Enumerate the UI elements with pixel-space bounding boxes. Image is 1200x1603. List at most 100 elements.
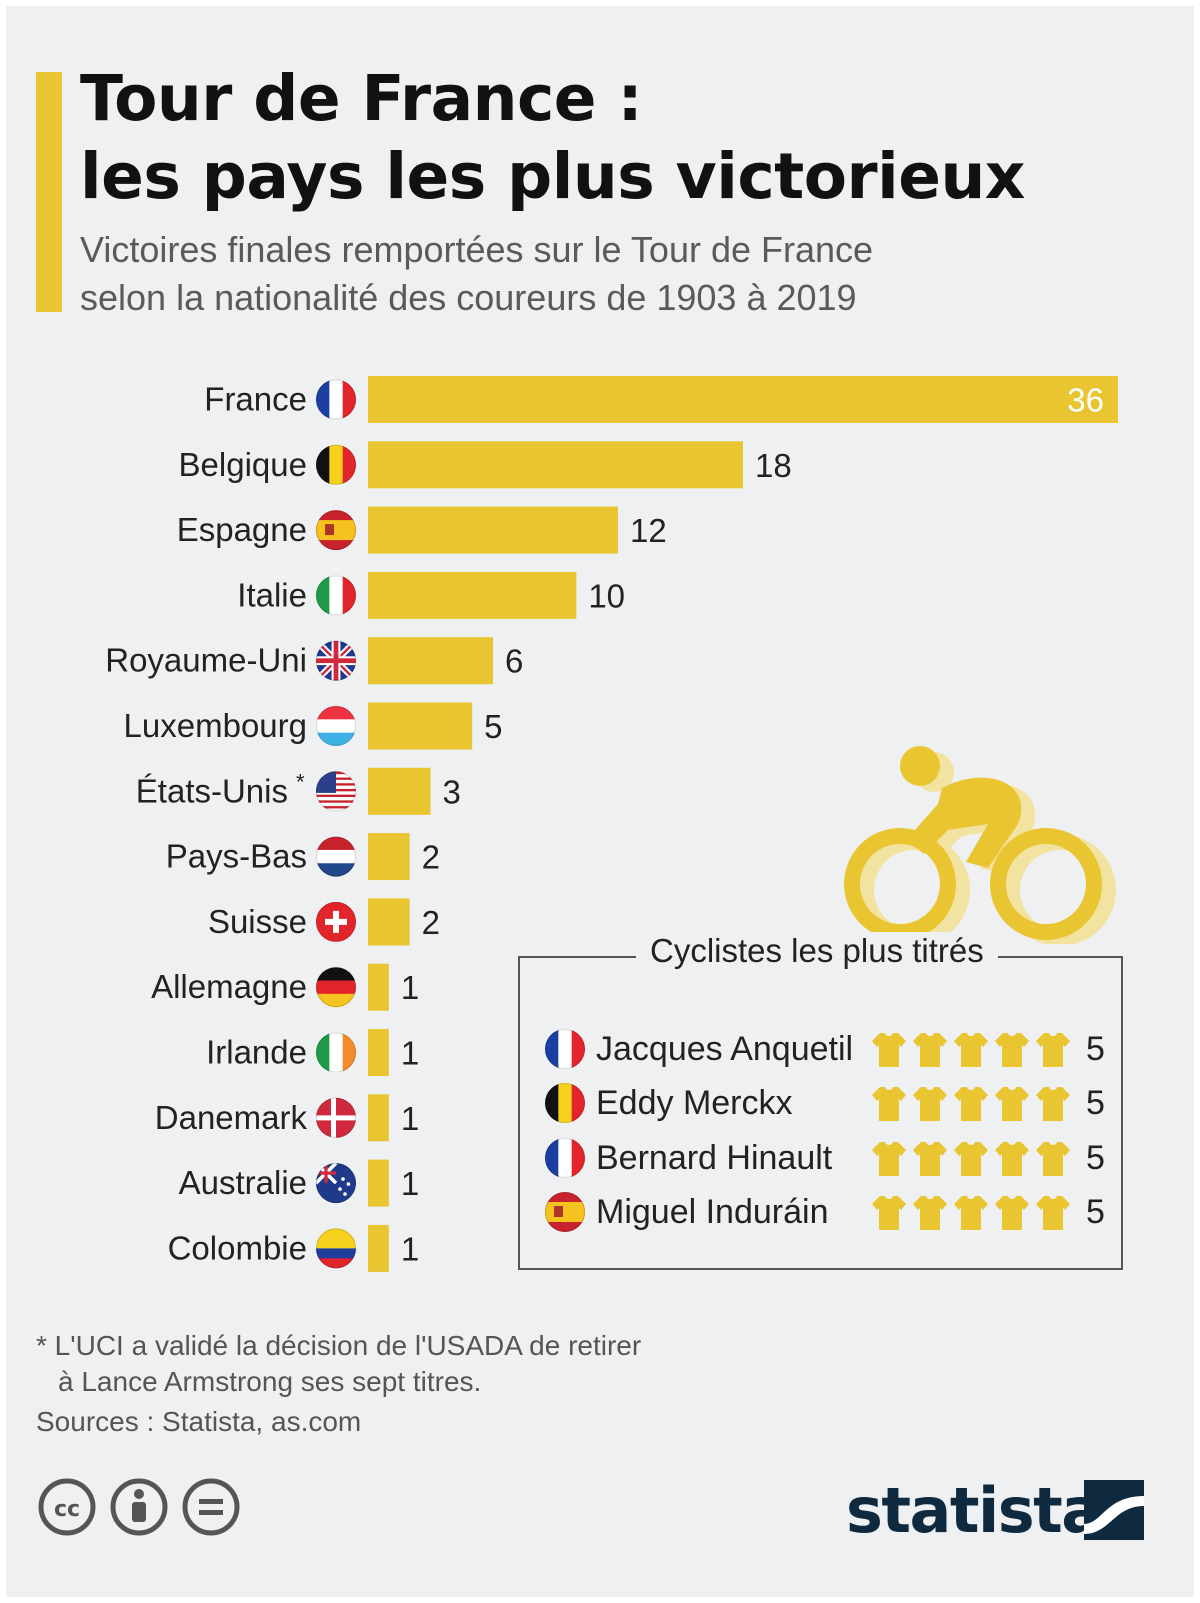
flag-netherlands-icon [316, 836, 356, 877]
flag-colombia-icon [316, 1228, 356, 1269]
value-label: 5 [484, 708, 502, 745]
statista-logo: statista [846, 1474, 1146, 1548]
category-label: Royaume-Uni [105, 642, 307, 679]
flag-switzerland-icon [316, 901, 356, 942]
flag-france-icon [545, 1029, 585, 1069]
cc-icon: cc [38, 1478, 96, 1536]
attribution-icon [110, 1478, 168, 1536]
subtitle-line-1: Victoires finales remportées sur le Tour… [80, 229, 874, 270]
flag-belgium-icon [316, 444, 356, 485]
bar-row: États-Unis * 3 [136, 767, 461, 815]
subtitle-line-2: selon la nationalité des coureurs de 190… [80, 277, 857, 318]
flag-ireland-icon [316, 1032, 356, 1073]
jersey-row [872, 1033, 1070, 1067]
yellow-jersey-icon [913, 1196, 947, 1230]
value-label: 1 [401, 1100, 419, 1137]
bar [368, 702, 473, 750]
category-label: Irlande [206, 1034, 307, 1071]
footnote-line-1: * L'UCI a validé la décision de l'USADA … [36, 1330, 642, 1361]
yellow-jersey-icon [872, 1087, 906, 1121]
flag-denmark-icon [316, 1097, 356, 1138]
cyclist-icon [844, 746, 1116, 944]
bar [368, 441, 743, 489]
bar-row: Italie 10 [237, 571, 625, 619]
yellow-jersey-icon [954, 1087, 988, 1121]
rider-name: Eddy Merckx [596, 1084, 793, 1122]
value-label: 1 [401, 1035, 419, 1072]
rider-flag [545, 1192, 585, 1232]
value-label: 1 [401, 1230, 419, 1267]
yellow-jersey-icon [872, 1142, 906, 1176]
rider-row: Bernard Hinault 5 [544, 1137, 1114, 1181]
flag-australia-icon [316, 1163, 356, 1204]
value-label: 1 [401, 969, 419, 1006]
bar [368, 1224, 389, 1272]
flag-spain-icon [545, 1192, 585, 1232]
bar-row: Allemagne 1 [151, 963, 419, 1011]
bar [368, 376, 1118, 423]
rider-name: Jacques Anquetil [596, 1030, 854, 1068]
flag-belgium-icon [545, 1083, 585, 1123]
yellow-jersey-icon [913, 1087, 947, 1121]
footnote-line-2: à Lance Armstrong ses sept titres. [58, 1366, 482, 1397]
bar [368, 571, 577, 619]
value-label: 10 [588, 577, 625, 614]
statista-mark-icon [1084, 1480, 1144, 1540]
rider-win-count: 5 [1086, 1084, 1105, 1122]
value-label: 2 [422, 904, 440, 941]
jersey-row [872, 1196, 1070, 1230]
flag-france-icon [545, 1138, 585, 1178]
flag-germany-icon [316, 967, 356, 1008]
title-accent-bar [36, 72, 62, 312]
flag-usa-icon [316, 771, 356, 812]
value-label: 36 [1067, 382, 1104, 419]
bar [368, 1159, 389, 1207]
value-label: 18 [755, 447, 792, 484]
category-label: Colombie [168, 1229, 307, 1266]
bar-row: Suisse 2 [208, 898, 440, 946]
rider-win-count: 5 [1086, 1030, 1105, 1068]
bar [368, 898, 410, 946]
yellow-jersey-icon [995, 1087, 1029, 1121]
category-annotation: * [296, 769, 305, 794]
license-icons: cc [38, 1478, 240, 1536]
yellow-jersey-icon [954, 1196, 988, 1230]
title-line-1: Tour de France : [80, 62, 643, 135]
no-derivatives-icon [182, 1478, 240, 1536]
bar-row: Belgique 18 [179, 441, 792, 489]
infographic: Tour de France : les pays les plus victo… [6, 6, 1194, 1597]
rider-win-count: 5 [1086, 1193, 1105, 1231]
yellow-jersey-icon [954, 1033, 988, 1067]
bar [368, 1029, 389, 1076]
category-label: France [204, 381, 307, 418]
yellow-jersey-icon [954, 1142, 988, 1176]
bar [368, 506, 618, 554]
top-riders-box: Cyclistes les plus titrés Jacques Anquet… [518, 932, 1123, 1270]
footnote: * L'UCI a validé la décision de l'USADA … [36, 1328, 936, 1400]
rider-name: Miguel Induráin [596, 1193, 829, 1231]
category-label: Australie [179, 1164, 307, 1201]
flag-italy-icon [316, 575, 356, 616]
category-label: Pays-Bas [166, 838, 307, 875]
category-label: États-Unis [136, 772, 288, 809]
yellow-jersey-icon [1036, 1033, 1070, 1067]
value-label: 12 [630, 512, 667, 549]
yellow-jersey-icon [913, 1142, 947, 1176]
bar-row: Danemark 1 [155, 1094, 419, 1142]
value-label: 1 [401, 1165, 419, 1202]
rider-flag [545, 1138, 585, 1178]
category-label: Suisse [208, 903, 307, 940]
source-text: Sources : Statista, as.com [36, 1406, 362, 1437]
bar [368, 637, 493, 685]
subtitle: Victoires finales remportées sur le Tour… [80, 226, 1180, 322]
bar [368, 767, 431, 815]
yellow-jersey-icon [913, 1033, 947, 1067]
title-line-2: les pays les plus victorieux [80, 140, 1025, 213]
flag-france-icon [316, 379, 356, 420]
flag-luxembourg-icon [316, 706, 356, 746]
value-label: 2 [422, 839, 440, 876]
statista-wordmark: statista [846, 1474, 1103, 1547]
yellow-jersey-icon [1036, 1196, 1070, 1230]
flag-spain-icon [316, 510, 356, 551]
